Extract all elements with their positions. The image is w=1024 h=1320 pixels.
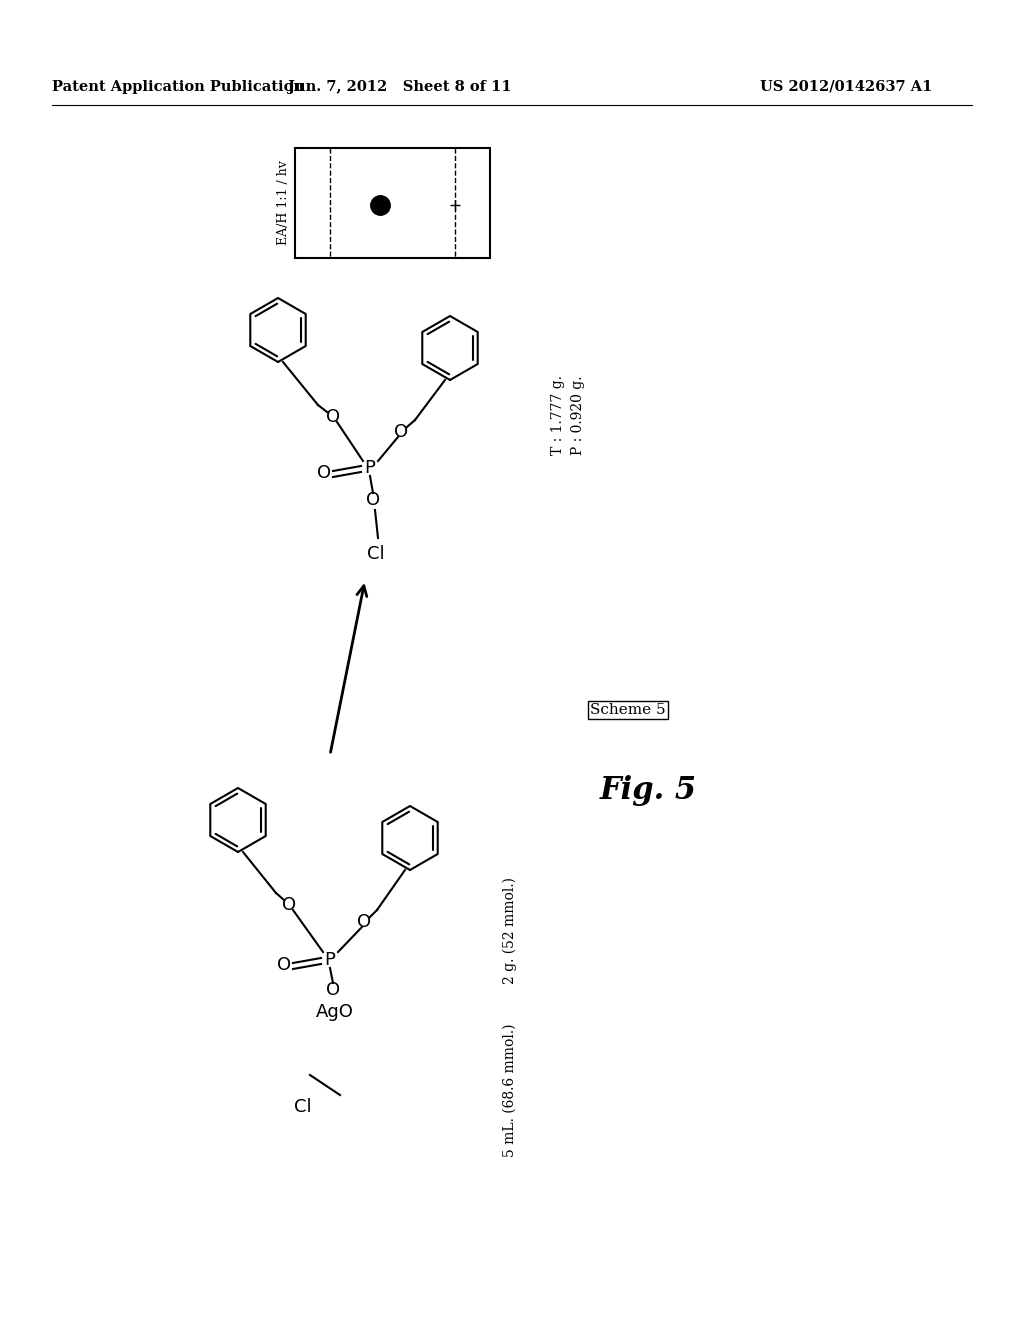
Text: P : 0.920 g.: P : 0.920 g. [571,375,585,455]
Text: Jun. 7, 2012   Sheet 8 of 11: Jun. 7, 2012 Sheet 8 of 11 [288,81,512,94]
Text: US 2012/0142637 A1: US 2012/0142637 A1 [760,81,933,94]
Bar [295,148,490,257]
Text: O: O [394,422,408,441]
Text: Cl: Cl [294,1098,312,1115]
Text: Cl: Cl [368,545,385,564]
Text: P: P [365,459,376,477]
Text: O: O [282,896,296,913]
Text: O: O [276,956,291,974]
Text: O: O [357,913,371,931]
Text: Patent Application Publication: Patent Application Publication [52,81,304,94]
Text: T : 1.777 g.: T : 1.777 g. [551,375,565,455]
Text: O: O [326,981,340,999]
Text: O: O [366,491,380,510]
Text: EA/H 1:1 / hv: EA/H 1:1 / hv [278,161,290,246]
Text: Scheme 5: Scheme 5 [590,704,666,717]
Text: P: P [325,950,336,969]
Text: Fig. 5: Fig. 5 [600,775,697,805]
Text: O: O [317,465,331,482]
Text: 5 mL. (68.6 mmol.): 5 mL. (68.6 mmol.) [503,1023,517,1156]
Text: AgO: AgO [316,1003,354,1020]
Text: O: O [326,408,340,426]
Text: 2 g. (52 mmol.): 2 g. (52 mmol.) [503,876,517,983]
